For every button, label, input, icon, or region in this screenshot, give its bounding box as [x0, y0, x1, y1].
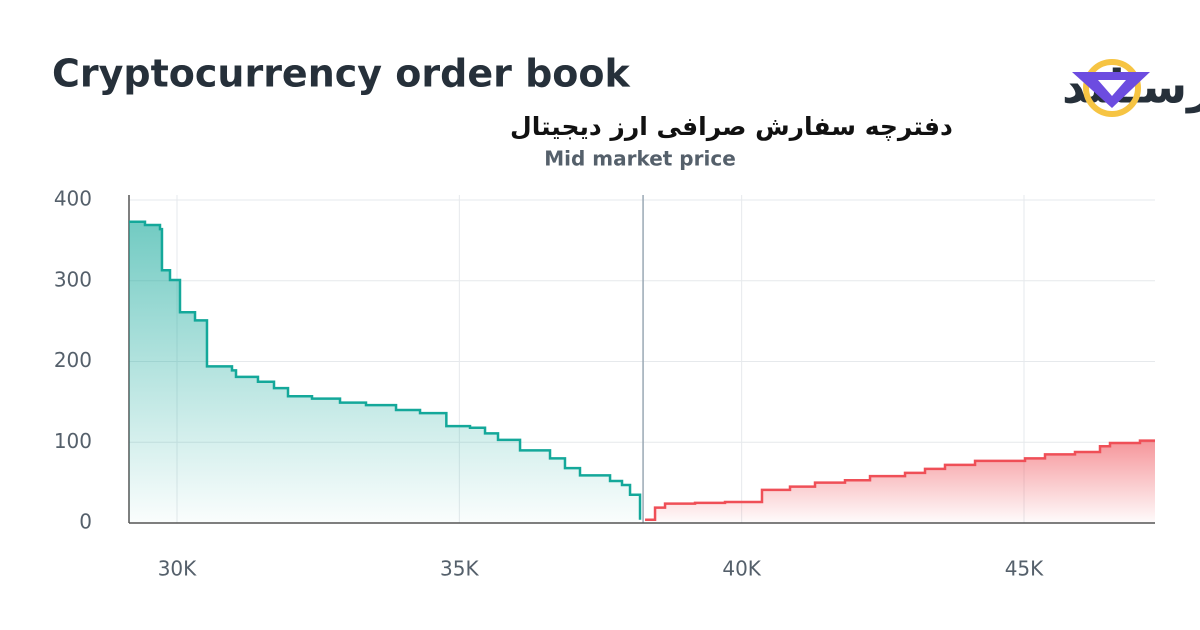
- y-tick-label: 100: [54, 429, 92, 453]
- depth-area: [645, 440, 1155, 523]
- y-tick-label: 0: [79, 510, 92, 534]
- depth-line: [129, 220, 642, 520]
- depth-area: [129, 221, 641, 524]
- y-tick-label: 200: [54, 348, 92, 372]
- y-tick-label: 300: [54, 267, 92, 291]
- x-tick-label: 30K: [158, 557, 197, 581]
- brand-logo-icon: [1072, 59, 1150, 117]
- y-tick-label: 400: [54, 187, 92, 211]
- chart-title: Cryptocurrency order book: [52, 52, 630, 96]
- x-tick-label: 35K: [440, 557, 479, 581]
- depth-line: [645, 439, 1155, 522]
- mid-price-label: Mid market price: [544, 147, 736, 171]
- x-tick-label: 40K: [722, 557, 761, 581]
- x-tick-label: 45K: [1005, 557, 1044, 581]
- chart-subtitle: دفترچه سفارش صرافی ارز دیجیتال: [510, 112, 953, 142]
